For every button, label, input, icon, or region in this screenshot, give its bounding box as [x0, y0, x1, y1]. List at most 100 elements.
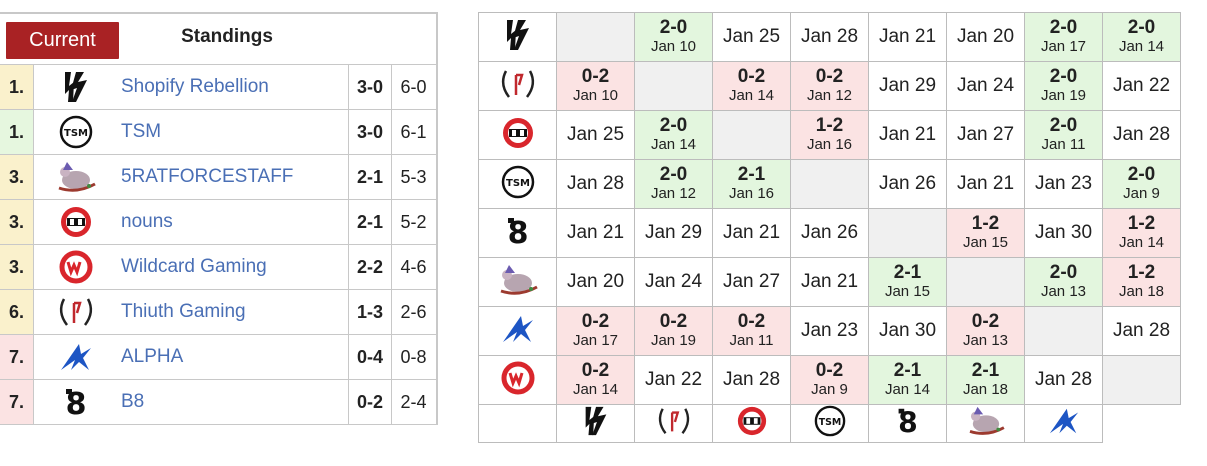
matrix-scheduled-cell: Jan 20 — [946, 12, 1025, 62]
standings-header: Current Standings — [0, 14, 436, 65]
ratforce-logo-icon[interactable] — [478, 257, 557, 307]
matrix-row: 2-0 Jan 10 Jan 25 Jan 28 Jan 21 Jan 20 2-0 Jan … — [478, 12, 1181, 62]
wildcard-logo-icon[interactable] — [478, 355, 557, 405]
ratforce-logo-icon[interactable] — [946, 404, 1025, 443]
matrix-loss-cell: 0-2 Jan 12 — [790, 61, 869, 111]
matrix-scheduled-cell: Jan 21 — [712, 208, 791, 258]
b8-logo-icon[interactable]: 8 — [34, 380, 118, 424]
thiuth-logo-icon[interactable] — [478, 61, 557, 111]
match-date: Jan 14 — [1118, 38, 1165, 55]
team-name-link[interactable]: ALPHA — [121, 346, 184, 367]
matrix-corner-cell — [478, 404, 557, 443]
tab-current[interactable]: Current — [6, 22, 119, 59]
match-date: Jan 15 — [884, 283, 931, 300]
ratforce-logo-icon[interactable] — [34, 155, 118, 199]
match-score: 2-0 — [659, 17, 688, 38]
team-name-link[interactable]: TSM — [121, 121, 162, 142]
wildcard-logo-icon[interactable] — [34, 245, 118, 289]
rank-cell: 1. — [0, 65, 34, 109]
matrix-loss-cell: 0-2 Jan 19 — [634, 306, 713, 356]
alpha-logo-icon[interactable] — [1024, 404, 1103, 443]
alpha-logo-icon[interactable] — [34, 335, 118, 379]
matrix-scheduled-cell: Jan 21 — [946, 159, 1025, 209]
game-record: 6-1 — [400, 122, 427, 142]
rank-cell: 1. — [0, 110, 34, 154]
matrix-loss-cell: 1-2 Jan 16 — [790, 110, 869, 160]
matrix-win-cell: 2-0 Jan 10 — [634, 12, 713, 62]
match-date: Jan 14 — [1118, 234, 1165, 251]
team-name-link[interactable]: Wildcard Gaming — [121, 256, 267, 277]
standings-title: Standings — [181, 26, 273, 47]
tsm-logo-icon[interactable]: TSM — [478, 159, 557, 209]
alpha-logo-icon[interactable] — [478, 306, 557, 356]
svg-text:8: 8 — [898, 406, 918, 437]
tsm-logo-icon[interactable]: TSM — [790, 404, 869, 443]
team-name-link[interactable]: Thiuth Gaming — [121, 301, 246, 322]
matrix-scheduled-cell: Jan 28 — [1102, 110, 1181, 160]
match-date: Jan 18 — [962, 381, 1009, 398]
nouns-logo-icon[interactable] — [34, 200, 118, 244]
game-record: 5-3 — [400, 167, 427, 187]
thiuth-logo-icon[interactable] — [634, 404, 713, 443]
match-date: Jan 28 — [800, 26, 859, 47]
team-name-link[interactable]: Shopify Rebellion — [121, 76, 269, 97]
matrix-scheduled-cell: Jan 26 — [868, 159, 947, 209]
shopify-logo-icon[interactable] — [478, 12, 557, 62]
matrix-row: 0-2 Jan 17 0-2 Jan 19 0-2 Jan 11 Jan 23 Jan 30 0… — [478, 306, 1181, 356]
b8-logo-icon[interactable]: 8 — [868, 404, 947, 443]
series-record: 0-2 — [348, 380, 392, 424]
match-date: Jan 19 — [1040, 87, 1087, 104]
matrix-self-cell — [1102, 355, 1181, 405]
matrix-row: 0-2 Jan 14 Jan 22 Jan 28 0-2 Jan 9 2-1 Jan 14 2-… — [478, 355, 1181, 405]
match-score: 1-2 — [971, 213, 1000, 234]
match-date: Jan 20 — [956, 26, 1015, 47]
team-name-link[interactable]: B8 — [121, 391, 145, 412]
series-record: 2-2 — [348, 245, 392, 289]
shopify-logo-icon[interactable] — [34, 65, 118, 109]
match-score: 2-0 — [1127, 17, 1156, 38]
matrix-scheduled-cell: Jan 30 — [1024, 208, 1103, 258]
match-score: 2-1 — [971, 360, 1000, 381]
standings-row: 6. Thiuth Gaming 1-3 2-6 — [0, 290, 436, 335]
matrix-self-cell — [712, 110, 791, 160]
rank-cell: 7. — [0, 380, 34, 424]
matrix-loss-cell: 0-2 Jan 14 — [712, 61, 791, 111]
match-date: Jan 21 — [722, 222, 781, 243]
match-date: Jan 27 — [722, 271, 781, 292]
team-name-link[interactable]: 5RATFORCESTAFF — [121, 166, 294, 187]
game-record: 2-6 — [400, 302, 427, 322]
matrix-scheduled-cell: Jan 28 — [1102, 306, 1181, 356]
match-score: 2-0 — [659, 164, 688, 185]
matrix-scheduled-cell: Jan 21 — [868, 110, 947, 160]
matrix-row: Jan 25 2-0 Jan 14 1-2 Jan 16 Jan 21 Jan 27 2-0 J… — [478, 110, 1181, 160]
thiuth-logo-icon[interactable] — [34, 290, 118, 334]
standings-row: 3. nouns 2-1 5-2 — [0, 200, 436, 245]
matrix-win-cell: 2-1 Jan 15 — [868, 257, 947, 307]
matrix-self-cell — [634, 61, 713, 111]
matrix-win-cell: 2-0 Jan 13 — [1024, 257, 1103, 307]
matrix-scheduled-cell: Jan 20 — [556, 257, 635, 307]
match-date: Jan 23 — [800, 320, 859, 341]
tsm-logo-icon[interactable]: TSM — [34, 110, 118, 154]
standings-row: 3. Wildcard Gaming 2-2 4-6 — [0, 245, 436, 290]
matrix-loss-cell: 1-2 Jan 18 — [1102, 257, 1181, 307]
match-date: Jan 11 — [1041, 136, 1086, 153]
b8-logo-icon[interactable]: 8 — [478, 208, 557, 258]
match-date: Jan 29 — [644, 222, 703, 243]
series-record: 1-3 — [348, 290, 392, 334]
match-score: 0-2 — [971, 311, 1000, 332]
match-date: Jan 29 — [878, 75, 937, 96]
match-date: Jan 20 — [566, 271, 625, 292]
matrix-scheduled-cell: Jan 24 — [946, 61, 1025, 111]
series-record: 3-0 — [348, 65, 392, 109]
matrix-scheduled-cell: Jan 28 — [556, 159, 635, 209]
standings-row: 3. 5RATFORCESTAFF 2-1 5-3 — [0, 155, 436, 200]
matrix-win-cell: 2-0 Jan 14 — [1102, 12, 1181, 62]
team-name-link[interactable]: nouns — [121, 211, 173, 232]
nouns-logo-icon[interactable] — [712, 404, 791, 443]
shopify-logo-icon[interactable] — [556, 404, 635, 443]
match-date: Jan 18 — [1118, 283, 1165, 300]
nouns-logo-icon[interactable] — [478, 110, 557, 160]
match-date: Jan 24 — [956, 75, 1015, 96]
game-record: 0-8 — [400, 347, 427, 367]
